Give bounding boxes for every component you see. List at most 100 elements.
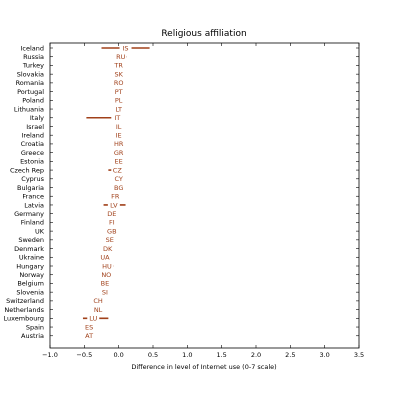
y-label-de: Germany <box>14 210 44 218</box>
label-bg-gr <box>112 149 125 156</box>
y-label-fi: Finland <box>21 219 44 227</box>
label-bg-dk <box>101 245 114 252</box>
x-tick-label-2: 0.0 <box>113 351 123 359</box>
point-de: DE <box>107 210 116 218</box>
label-bg-no <box>100 271 113 278</box>
point-se: SE <box>106 236 114 244</box>
point-fi: FI <box>109 219 115 227</box>
x-tick-label-6: 2.0 <box>251 351 261 359</box>
label-bg-cz <box>111 166 124 174</box>
label-bg-ru <box>114 53 127 60</box>
y-label-at: Austria <box>21 332 44 340</box>
y-label-lv: Latvia <box>24 201 44 209</box>
point-pt: PT <box>115 88 123 96</box>
y-axis: IcelandRussiaTurkeySlovakiaRomaniaPortug… <box>3 44 359 340</box>
y-label-ru: Russia <box>23 53 44 61</box>
point-is: IS <box>123 44 129 52</box>
y-label-hr: Croatia <box>21 140 44 148</box>
label-bg-cy <box>112 175 125 182</box>
y-label-ch: Switzerland <box>6 297 44 305</box>
y-label-se: Sweden <box>18 236 44 244</box>
label-bg-gb <box>105 227 118 235</box>
point-il: IL <box>116 123 122 131</box>
y-label-cy: Cyprus <box>21 175 44 183</box>
plot-frame <box>49 42 360 349</box>
y-label-pl: Poland <box>22 97 44 105</box>
label-bg-se <box>103 236 116 244</box>
label-bg-is <box>119 44 132 52</box>
point-at: AT <box>85 332 93 340</box>
x-tick-label-7: 2.5 <box>285 351 295 359</box>
label-bg-fi <box>105 219 118 226</box>
point-gb: GB <box>107 227 117 235</box>
point-nl: NL <box>94 306 103 314</box>
y-label-pt: Portugal <box>17 88 44 96</box>
x-tick-label-0: −1.0 <box>42 351 58 359</box>
point-dk: DK <box>103 245 113 253</box>
label-bg-hu <box>100 262 113 270</box>
point-cz: CZ <box>113 166 123 174</box>
label-bg-lu <box>87 315 100 322</box>
point-lu: LU <box>89 315 97 323</box>
label-bg-lt <box>112 105 125 113</box>
y-label-ee: Estonia <box>20 158 44 166</box>
y-label-ro: Romania <box>16 79 44 87</box>
label-bg-it <box>111 114 124 121</box>
y-label-si: Slovenia <box>16 288 44 296</box>
label-bg-bg <box>112 184 125 191</box>
x-tick-label-5: 1.5 <box>216 351 226 359</box>
x-tick-label-3: 0.5 <box>148 351 158 359</box>
point-hu: HU <box>102 262 112 270</box>
point-ee: EE <box>115 158 123 166</box>
y-label-dk: Denmark <box>14 245 44 253</box>
y-label-it: Italy <box>30 114 44 122</box>
label-bg-hr <box>112 140 125 148</box>
point-si: SI <box>102 288 108 296</box>
label-bg-pt <box>112 88 125 95</box>
point-ro: RO <box>114 79 124 87</box>
y-label-bg: Bulgaria <box>17 184 44 192</box>
label-bg-pl <box>112 97 125 104</box>
point-it: IT <box>114 114 120 122</box>
y-label-is: Iceland <box>20 44 44 52</box>
chart-marks: ISRUTRSKROPTPLLTITILIEHRGREECZCYBGFRLVDE… <box>82 44 150 340</box>
point-hr: HR <box>114 140 124 148</box>
label-bg-fr <box>109 193 122 200</box>
y-label-es: Spain <box>26 323 44 331</box>
label-bg-lv <box>107 201 120 209</box>
label-bg-ch <box>92 297 105 305</box>
point-bg: BG <box>114 184 123 192</box>
point-be: BE <box>101 280 110 288</box>
y-label-lu: Luxembourg <box>3 315 44 323</box>
point-cy: CY <box>114 175 122 183</box>
label-bg-ee <box>112 158 125 165</box>
y-label-il: Israel <box>26 123 44 131</box>
point-ru: RU <box>116 53 126 61</box>
point-ie: IE <box>116 132 122 140</box>
y-label-gb: UK <box>35 227 45 235</box>
point-ch: CH <box>93 297 103 305</box>
label-bg-ua <box>98 254 111 261</box>
y-label-gr: Greece <box>21 149 44 157</box>
point-ua: UA <box>100 254 110 262</box>
y-label-ua: Ukraine <box>19 254 44 262</box>
point-sk: SK <box>114 70 123 78</box>
y-label-be: Belgium <box>17 280 44 288</box>
x-tick-label-4: 1.0 <box>182 351 192 359</box>
label-bg-tr <box>112 62 125 69</box>
point-pl: PL <box>115 97 123 105</box>
y-label-hu: Hungary <box>16 262 44 270</box>
label-bg-si <box>98 288 111 296</box>
y-label-cz: Czech Rep <box>10 166 44 174</box>
label-bg-es <box>83 323 96 331</box>
x-tick-label-1: −0.5 <box>76 351 92 359</box>
label-bg-ro <box>112 79 125 87</box>
y-label-fr: France <box>22 193 44 201</box>
point-lv: LV <box>110 201 118 209</box>
point-gr: GR <box>114 149 124 157</box>
y-label-lt: Lithuania <box>14 105 44 113</box>
x-tick-label-8: 3.0 <box>319 351 329 359</box>
chart-title: Religious affiliation <box>161 29 246 39</box>
point-es: ES <box>85 323 93 331</box>
